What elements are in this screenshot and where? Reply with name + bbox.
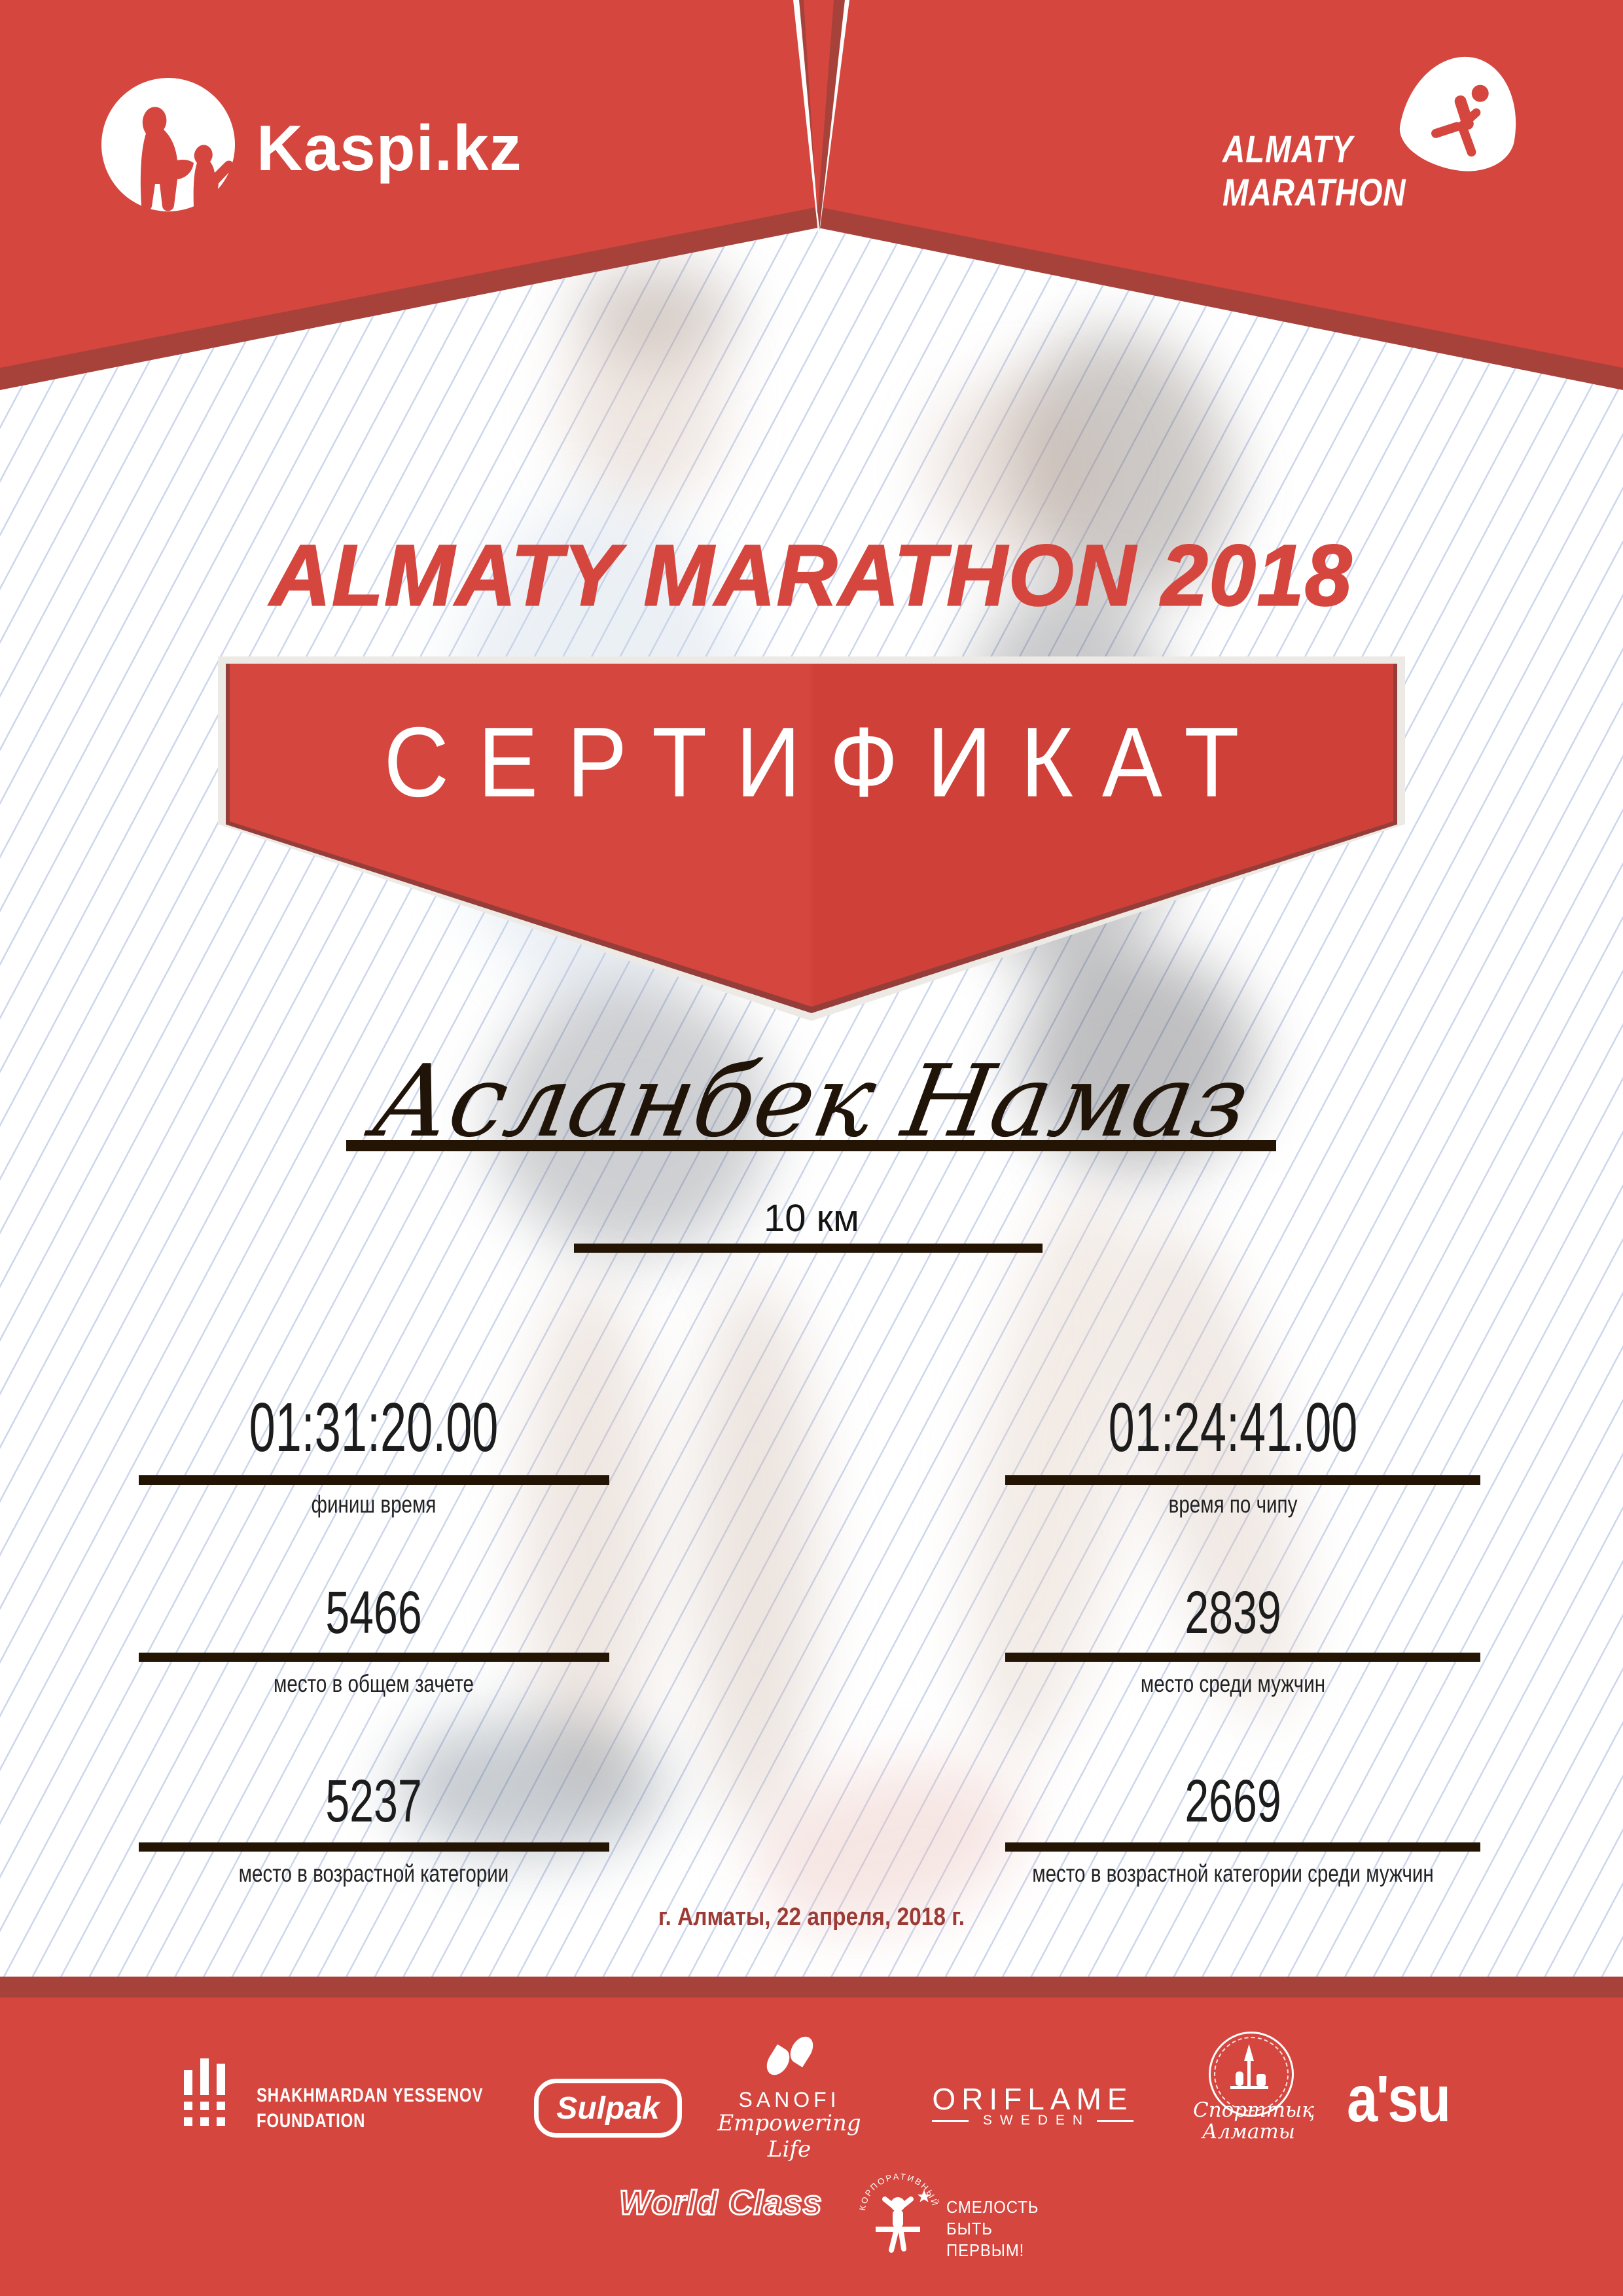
- icon-square: [200, 2102, 209, 2110]
- chip-time-value: 01:24:41.00: [1108, 1389, 1358, 1466]
- sponsor-sport-almaty: Спорттық Алматы: [1193, 2098, 1314, 2144]
- oriflame-rule-left: [931, 2119, 969, 2122]
- fund-emblem-icon: КОРПОРАТИВНЫЙ ФОНД: [856, 2170, 939, 2253]
- finish-time-value: 01:31:20.00: [249, 1389, 499, 1466]
- age-place-label: место в возрастной категории: [238, 1860, 509, 1887]
- kaspi-people-icon: [101, 78, 235, 211]
- icon-square: [184, 2117, 192, 2126]
- marathon-egg-logo: [1394, 47, 1527, 179]
- stat-rule: [139, 1653, 609, 1662]
- sport-almaty-emblem-icon: [1209, 2032, 1294, 2117]
- stat-rule: [1005, 1653, 1480, 1662]
- photo-blob: [576, 262, 740, 360]
- age-men-place-label: место в возрастной категории среди мужчи…: [1032, 1860, 1434, 1887]
- stat-rule: [1005, 1475, 1480, 1485]
- marathon-logo-line1: ALMATY: [1222, 128, 1353, 171]
- name-underline: [346, 1140, 1276, 1151]
- overall-place-label: место в общем зачете: [274, 1670, 474, 1697]
- sport-almaty-line2: Алматы: [1202, 2120, 1296, 2144]
- event-date: г. Алматы, 22 апреля, 2018 г.: [658, 1903, 965, 1931]
- photo-blob: [563, 308, 726, 504]
- photo-blob: [524, 1276, 654, 1800]
- sponsor-asu: a'su: [1347, 2062, 1451, 2136]
- distance-value: 10 км: [764, 1197, 859, 1240]
- kaspi-logo: [98, 77, 238, 215]
- footer-divider: [0, 1977, 1623, 1998]
- photo-blob: [1021, 949, 1257, 1172]
- finish-time-label: финиш время: [311, 1491, 437, 1518]
- fund-line3: ПЕРВЫМ!: [946, 2240, 1025, 2260]
- men-place-value: 2839: [1185, 1579, 1281, 1646]
- icon-bar: [217, 2064, 225, 2095]
- icon-square: [217, 2102, 225, 2110]
- certificate-label: СЕРТИФИКАТ: [383, 707, 1268, 818]
- icon-bar: [184, 2070, 192, 2095]
- sanofi-petal: [762, 2044, 794, 2079]
- photo-blob: [694, 1276, 818, 1833]
- sponsor-sanofi: SANOFI: [738, 2088, 840, 2111]
- age-place-value: 5237: [325, 1768, 422, 1835]
- marathon-logo-text: ALMATY MARATHON: [1222, 128, 1406, 215]
- distance-underline: [574, 1244, 1043, 1253]
- men-place-label: место среди мужчин: [1140, 1670, 1326, 1697]
- sport-almaty-skyline: [1230, 2044, 1268, 2089]
- photo-blob: [393, 1715, 668, 1859]
- overall-place-value: 5466: [325, 1579, 422, 1646]
- sanofi-bird-icon: [762, 2032, 818, 2080]
- icon-bar: [200, 2058, 209, 2095]
- page-title: ALMATY MARATHON 2018: [270, 527, 1353, 625]
- sponsor-fund: СМЕЛОСТЬ БЫТЬ ПЕРВЫМ!: [946, 2197, 1039, 2261]
- yessenov-bars-icon: [184, 2058, 226, 2126]
- kaspi-wordmark: Kaspi.kz: [257, 112, 522, 184]
- oriflame-country: SWEDEN: [982, 2113, 1091, 2128]
- sport-almaty-line1: Спорттық: [1193, 2098, 1314, 2122]
- sanofi-tagline: Empowering Life: [717, 2110, 861, 2162]
- icon-square: [217, 2117, 225, 2126]
- stat-rule: [139, 1842, 609, 1852]
- fund-star: [918, 2190, 931, 2202]
- oriflame-rule-right: [1097, 2119, 1134, 2122]
- photo-blob: [929, 380, 1099, 563]
- sponsor-oriflame: ORIFLAME: [932, 2082, 1133, 2116]
- icon-square: [200, 2117, 209, 2126]
- yessenov-line1: SHAKHMARDAN YESSENOV: [257, 2085, 484, 2106]
- marathon-logo-line2: MARATHON: [1222, 171, 1406, 214]
- sulpak-wordmark: Sulpak: [556, 2090, 660, 2126]
- fund-line1: СМЕЛОСТЬ: [946, 2197, 1039, 2217]
- age-men-place-value: 2669: [1185, 1768, 1281, 1835]
- marathon-runner-icon: [1431, 84, 1489, 157]
- oriflame-sub: SWEDEN: [921, 2113, 1144, 2128]
- sponsor-world-class: World Class: [618, 2183, 823, 2223]
- yessenov-line2: FOUNDATION: [257, 2110, 366, 2132]
- participant-name: Асланбек Намаз: [365, 1043, 1258, 1159]
- sponsor-sulpak: Sulpak: [534, 2079, 682, 2138]
- stat-rule: [1005, 1842, 1480, 1852]
- stat-rule: [139, 1475, 609, 1485]
- sponsor-yessenov: SHAKHMARDAN YESSENOV FOUNDATION: [257, 2083, 483, 2134]
- fund-line2: БЫТЬ: [946, 2219, 993, 2238]
- chip-time-label: время по чипу: [1168, 1491, 1298, 1518]
- photo-blob: [491, 982, 772, 1257]
- icon-square: [184, 2102, 192, 2110]
